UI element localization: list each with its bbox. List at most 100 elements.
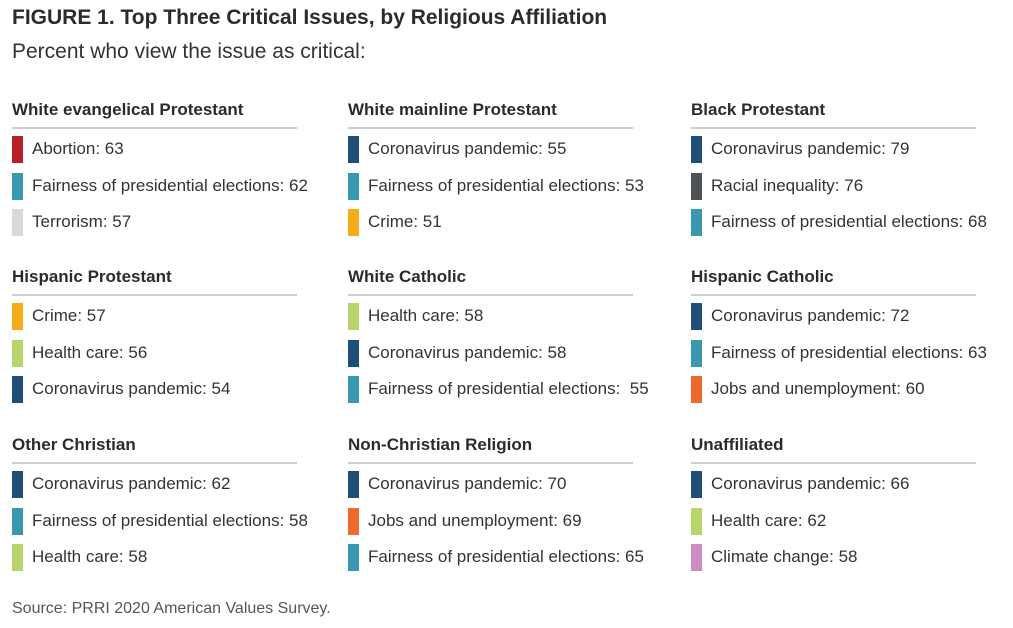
issue-label: Coronavirus pandemic: 66 bbox=[711, 474, 910, 493]
issue-label: Fairness of presidential elections: 62 bbox=[32, 176, 308, 195]
group-panel: Other Christian Coronavirus pandemic: 62 F… bbox=[12, 435, 342, 595]
issue-label: Health care: 56 bbox=[32, 343, 148, 362]
issue-row: Racial inequality: 76 bbox=[691, 173, 1013, 200]
figure-title: FIGURE 1. Top Three Critical Issues, by … bbox=[12, 6, 608, 29]
issue-row: Terrorism: 57 bbox=[12, 209, 342, 236]
issue-color-swatch bbox=[348, 303, 359, 330]
group-title: White evangelical Protestant bbox=[12, 100, 297, 129]
issue-label: Coronavirus pandemic: 79 bbox=[711, 139, 910, 158]
issue-row: Abortion: 63 bbox=[12, 136, 342, 163]
issue-color-swatch bbox=[348, 340, 359, 367]
issue-color-swatch bbox=[691, 303, 702, 330]
issue-label: Fairness of presidential elections: 65 bbox=[368, 547, 644, 566]
issue-row: Fairness of presidential elections: 58 bbox=[12, 508, 342, 535]
issue-label: Fairness of presidential elections: 53 bbox=[368, 176, 644, 195]
issue-label: Terrorism: 57 bbox=[32, 212, 132, 231]
issue-row: Fairness of presidential elections: 68 bbox=[691, 209, 1013, 236]
issue-row: Coronavirus pandemic: 62 bbox=[12, 471, 342, 498]
issue-row: Fairness of presidential elections: 55 bbox=[348, 376, 678, 403]
issue-color-swatch bbox=[12, 136, 23, 163]
issue-color-swatch bbox=[12, 303, 23, 330]
issue-label: Health care: 58 bbox=[368, 306, 484, 325]
group-title: Unaffiliated bbox=[691, 435, 976, 464]
group-title: Non-Christian Religion bbox=[348, 435, 633, 464]
issue-color-swatch bbox=[348, 173, 359, 200]
issue-row: Coronavirus pandemic: 72 bbox=[691, 303, 1013, 330]
issue-row: Fairness of presidential elections: 65 bbox=[348, 544, 678, 571]
issue-row: Crime: 57 bbox=[12, 303, 342, 330]
issue-label: Health care: 58 bbox=[32, 547, 148, 566]
issue-color-swatch bbox=[691, 173, 702, 200]
issue-row: Coronavirus pandemic: 79 bbox=[691, 136, 1013, 163]
issue-color-swatch bbox=[12, 508, 23, 535]
issue-label: Coronavirus pandemic: 58 bbox=[368, 343, 567, 362]
issue-row: Climate change: 58 bbox=[691, 544, 1013, 571]
issue-color-swatch bbox=[12, 471, 23, 498]
issue-row: Fairness of presidential elections: 53 bbox=[348, 173, 678, 200]
issue-color-swatch bbox=[691, 136, 702, 163]
group-panel: Unaffiliated Coronavirus pandemic: 66 Heal… bbox=[691, 435, 1013, 595]
group-panel: White Catholic Health care: 58 Coronavirus… bbox=[348, 267, 678, 427]
group-title: White mainline Protestant bbox=[348, 100, 633, 129]
issue-label: Racial inequality: 76 bbox=[711, 176, 864, 195]
issue-row: Health care: 58 bbox=[12, 544, 342, 571]
group-title: Other Christian bbox=[12, 435, 297, 464]
issue-color-swatch bbox=[691, 340, 702, 367]
group-panel: Black Protestant Coronavirus pandemic: 79… bbox=[691, 100, 1013, 260]
issue-color-swatch bbox=[348, 508, 359, 535]
issue-row: Crime: 51 bbox=[348, 209, 678, 236]
issue-row: Health care: 56 bbox=[12, 340, 342, 367]
issue-row: Coronavirus pandemic: 66 bbox=[691, 471, 1013, 498]
issue-color-swatch bbox=[691, 544, 702, 571]
issue-label: Coronavirus pandemic: 62 bbox=[32, 474, 231, 493]
issue-color-swatch bbox=[12, 209, 23, 236]
issue-label: Fairness of presidential elections: 58 bbox=[32, 511, 308, 530]
issue-label: Coronavirus pandemic: 70 bbox=[368, 474, 567, 493]
issue-row: Jobs and unemployment: 69 bbox=[348, 508, 678, 535]
issue-color-swatch bbox=[348, 376, 359, 403]
group-panel: Hispanic Protestant Crime: 57 Health care:… bbox=[12, 267, 342, 427]
issue-color-swatch bbox=[348, 471, 359, 498]
figure-subtitle: Percent who view the issue as critical: bbox=[12, 40, 366, 63]
issue-label: Climate change: 58 bbox=[711, 547, 858, 566]
issue-color-swatch bbox=[348, 209, 359, 236]
issue-label: Crime: 57 bbox=[32, 306, 106, 325]
issue-label: Coronavirus pandemic: 55 bbox=[368, 139, 567, 158]
issue-row: Coronavirus pandemic: 54 bbox=[12, 376, 342, 403]
issue-row: Coronavirus pandemic: 55 bbox=[348, 136, 678, 163]
issue-label: Coronavirus pandemic: 54 bbox=[32, 379, 231, 398]
group-title: White Catholic bbox=[348, 267, 633, 296]
issue-row: Fairness of presidential elections: 62 bbox=[12, 173, 342, 200]
issue-row: Health care: 62 bbox=[691, 508, 1013, 535]
issue-color-swatch bbox=[691, 508, 702, 535]
issue-color-swatch bbox=[691, 209, 702, 236]
group-panel: White evangelical Protestant Abortion: 63… bbox=[12, 100, 342, 260]
issue-label: Fairness of presidential elections: 55 bbox=[368, 379, 649, 398]
issue-label: Coronavirus pandemic: 72 bbox=[711, 306, 910, 325]
issue-row: Coronavirus pandemic: 70 bbox=[348, 471, 678, 498]
issue-row: Fairness of presidential elections: 63 bbox=[691, 340, 1013, 367]
source-note: Source: PRRI 2020 American Values Survey… bbox=[12, 600, 331, 617]
issue-label: Health care: 62 bbox=[711, 511, 827, 530]
issue-color-swatch bbox=[12, 173, 23, 200]
issue-label: Jobs and unemployment: 60 bbox=[711, 379, 925, 398]
group-title: Hispanic Protestant bbox=[12, 267, 297, 296]
issue-color-swatch bbox=[348, 544, 359, 571]
issue-row: Health care: 58 bbox=[348, 303, 678, 330]
issue-color-swatch bbox=[12, 340, 23, 367]
issue-label: Jobs and unemployment: 69 bbox=[368, 511, 582, 530]
issue-label: Abortion: 63 bbox=[32, 139, 124, 158]
issue-row: Coronavirus pandemic: 58 bbox=[348, 340, 678, 367]
group-panel: Hispanic Catholic Coronavirus pandemic: 7… bbox=[691, 267, 1013, 427]
issue-color-swatch bbox=[691, 376, 702, 403]
group-title: Hispanic Catholic bbox=[691, 267, 976, 296]
issue-label: Crime: 51 bbox=[368, 212, 442, 231]
issue-label: Fairness of presidential elections: 63 bbox=[711, 343, 987, 362]
issue-row: Jobs and unemployment: 60 bbox=[691, 376, 1013, 403]
group-title: Black Protestant bbox=[691, 100, 976, 129]
group-panel: Non-Christian Religion Coronavirus pandem… bbox=[348, 435, 678, 595]
issue-color-swatch bbox=[12, 544, 23, 571]
issue-label: Fairness of presidential elections: 68 bbox=[711, 212, 987, 231]
issue-color-swatch bbox=[12, 376, 23, 403]
